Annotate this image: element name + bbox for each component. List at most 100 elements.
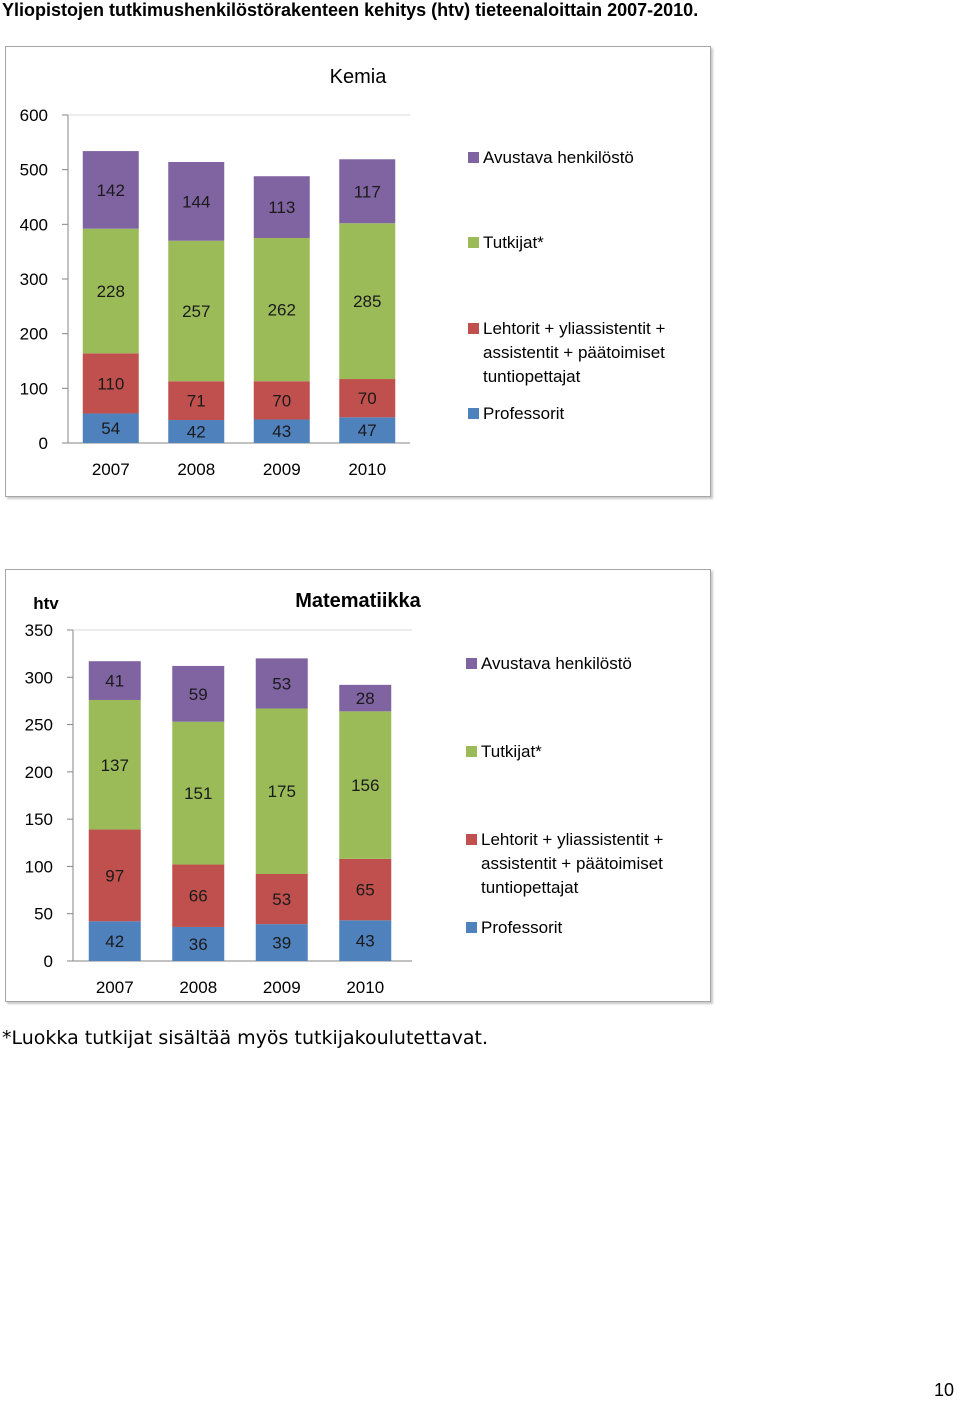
- data-label: 117: [354, 182, 381, 201]
- legend-label: Lehtorit + yliassistentit + assistentit +…: [481, 830, 663, 897]
- chart-kemia: Kemia 0 100 200 300 400 500 600 54 110 228 142 2007 4…: [5, 46, 711, 497]
- legend-label: Tutkijat*: [481, 742, 542, 761]
- legend-swatch: [466, 922, 477, 933]
- y-tick-label: 400: [20, 215, 48, 234]
- bar-segment-professorit-2008: [172, 926, 225, 961]
- data-label: 36: [189, 935, 208, 954]
- y-axis-label: htv: [33, 594, 59, 613]
- bar-segment-avustava-henkil-st-2010: [339, 684, 392, 712]
- bar-segment-lehtorit-yliassistentit--2009: [253, 381, 310, 420]
- bar-segment-avustava-henkil-st-2008: [168, 162, 225, 241]
- bar-segment-professorit-2009: [255, 924, 308, 961]
- legend-label: Tutkijat*: [483, 233, 544, 252]
- data-label: 144: [182, 192, 210, 211]
- y-tick-label: 100: [20, 379, 48, 398]
- data-label: 156: [351, 776, 379, 795]
- x-tick-label: 2010: [348, 460, 386, 479]
- data-label: 97: [105, 866, 124, 885]
- data-label: 137: [101, 756, 129, 775]
- legend-label: Lehtorit + yliassistentit + assistentit +…: [483, 319, 665, 386]
- data-label: 110: [97, 374, 124, 393]
- bar-segment-avustava-henkil-st-2009: [255, 658, 308, 709]
- y-tick-label: 150: [25, 810, 53, 829]
- y-tick-label: 0: [39, 434, 48, 453]
- chart-kemia-svg: Kemia 0 100 200 300 400 500 600 54 110 228 142 2007 4…: [20, 66, 666, 479]
- legend-swatch: [468, 152, 479, 163]
- data-label: 71: [187, 392, 206, 411]
- legend-swatch: [466, 658, 477, 669]
- legend-swatch: [468, 237, 479, 248]
- x-tick-label: 2009: [263, 978, 301, 997]
- data-label: 54: [101, 419, 120, 438]
- legend-label: Avustava henkilöstö: [481, 654, 632, 673]
- x-tick-label: 2008: [177, 460, 215, 479]
- bar-segment-tutkijat-2010: [339, 711, 392, 859]
- x-tick-label: 2010: [346, 978, 384, 997]
- legend-label-line: Lehtorit + yliassistentit +: [483, 319, 665, 338]
- legend-label-line: Tutkijat*: [483, 233, 544, 252]
- y-tick-label: 300: [25, 668, 53, 687]
- data-label: 151: [184, 784, 212, 803]
- legend-label-line: Professorit: [483, 404, 565, 423]
- data-label: 70: [272, 391, 291, 410]
- legend-label: Professorit: [483, 404, 565, 423]
- bar-segment-lehtorit-yliassistentit--2008: [168, 381, 225, 421]
- data-label: 28: [356, 689, 375, 708]
- y-tick-label: 0: [44, 952, 53, 971]
- legend-label-line: assistentit + päätoimiset: [483, 343, 665, 362]
- legend-swatch: [466, 746, 477, 757]
- x-tick-label: 2008: [179, 978, 217, 997]
- legend-label-line: Avustava henkilöstö: [483, 148, 634, 167]
- bar-segment-lehtorit-yliassistentit--2010: [339, 858, 392, 921]
- bar-segment-avustava-henkil-st-2010: [339, 159, 396, 224]
- legend-label-line: Lehtorit + yliassistentit +: [481, 830, 663, 849]
- bar-segment-lehtorit-yliassistentit--2007: [82, 353, 139, 414]
- data-label: 42: [187, 423, 206, 442]
- data-label: 42: [105, 932, 124, 951]
- chart-title: Matematiikka: [295, 590, 421, 612]
- data-label: 262: [268, 301, 296, 320]
- data-label: 285: [353, 292, 381, 311]
- data-label: 70: [358, 389, 377, 408]
- bar-segment-lehtorit-yliassistentit--2010: [339, 379, 396, 418]
- bar-segment-avustava-henkil-st-2007: [88, 661, 141, 700]
- chart-matematiikka-svg: Matematiikka htv 0 50 100 150 200 250 300 350 42 97…: [25, 590, 664, 997]
- bar-segment-tutkijat-2007: [88, 699, 141, 830]
- y-tick-label: 100: [25, 857, 53, 876]
- legend-label-line: tuntiopettajat: [483, 367, 581, 386]
- legend-label-line: Professorit: [481, 918, 563, 937]
- legend-swatch: [468, 323, 479, 334]
- data-label: 53: [272, 674, 291, 693]
- data-label: 113: [268, 198, 295, 217]
- data-label: 39: [272, 934, 291, 953]
- data-label: 53: [272, 890, 291, 909]
- bar-segment-avustava-henkil-st-2007: [82, 151, 139, 229]
- footnote: *Luokka tutkijat sisältää myös tutkijako…: [2, 1027, 489, 1049]
- legend-swatch: [466, 834, 477, 845]
- bar-segment-tutkijat-2008: [168, 240, 225, 382]
- bar-segment-avustava-henkil-st-2008: [172, 665, 225, 722]
- data-label: 43: [272, 422, 291, 441]
- data-label: 142: [97, 181, 125, 200]
- bar-segment-tutkijat-2009: [253, 238, 310, 382]
- y-tick-label: 200: [20, 325, 48, 344]
- bar-segment-professorit-2009: [253, 419, 310, 443]
- chart-title: Kemia: [330, 66, 388, 88]
- data-label: 41: [105, 672, 124, 691]
- legend-label: Professorit: [481, 918, 563, 937]
- page-number: 10: [933, 1380, 954, 1400]
- data-label: 66: [189, 887, 208, 906]
- legend-label-line: assistentit + päätoimiset: [481, 854, 663, 873]
- bar-segment-professorit-2007: [88, 921, 141, 961]
- data-label: 47: [358, 421, 377, 440]
- x-tick-label: 2009: [263, 460, 301, 479]
- bar-segment-tutkijat-2008: [172, 721, 225, 865]
- bar-segment-professorit-2007: [82, 413, 139, 443]
- data-label: 175: [268, 782, 296, 801]
- x-tick-label: 2007: [92, 460, 130, 479]
- data-label: 65: [356, 881, 375, 900]
- bar-segment-professorit-2008: [168, 420, 225, 443]
- bar-segment-lehtorit-yliassistentit--2009: [255, 873, 308, 925]
- bar-segment-tutkijat-2010: [339, 223, 396, 380]
- bar-segment-avustava-henkil-st-2009: [253, 176, 310, 238]
